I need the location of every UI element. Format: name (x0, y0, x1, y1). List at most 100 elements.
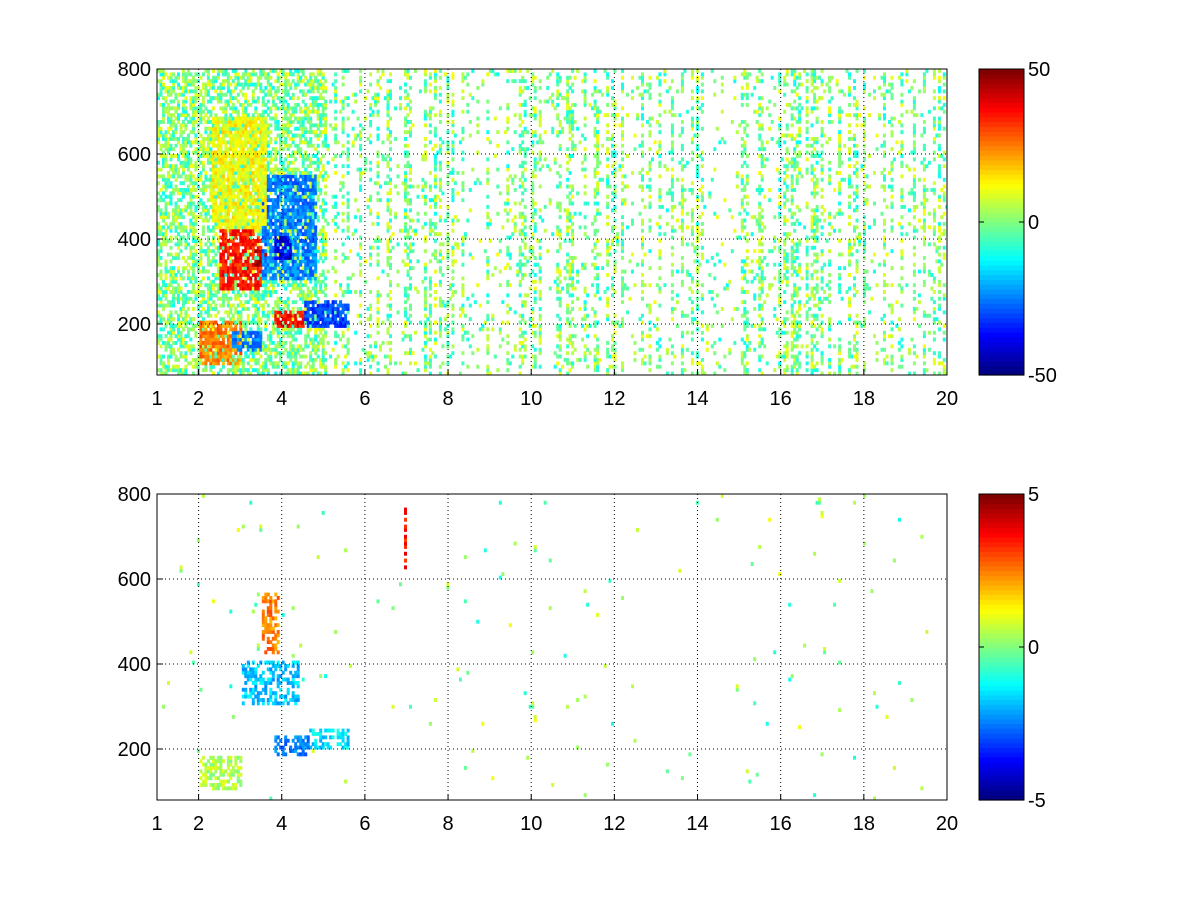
heatmap-cell (234, 140, 238, 145)
heatmap-cell (386, 109, 390, 114)
heatmap-cell (236, 252, 240, 257)
heatmap-cell (301, 177, 305, 182)
heatmap-cell (331, 317, 335, 322)
heatmap-cell (286, 269, 290, 274)
heatmap-cell (311, 86, 315, 90)
heatmap-cell (254, 296, 258, 301)
heatmap-cell (428, 232, 432, 237)
heatmap-cell (389, 296, 392, 301)
heatmap-cell (169, 137, 173, 141)
heatmap-cell (296, 249, 300, 254)
heatmap-cell (286, 171, 290, 175)
heatmap-cell (224, 228, 228, 233)
heatmap-cell (201, 290, 205, 294)
heatmap-cell (159, 337, 163, 342)
heatmap-cell (271, 249, 275, 254)
heatmap-cell (221, 228, 225, 233)
heatmap-cell (404, 293, 407, 298)
heatmap-cell (334, 358, 338, 362)
heatmap-cell (236, 222, 240, 226)
heatmap-cell (271, 208, 275, 213)
heatmap-cell (284, 245, 288, 250)
heatmap-cell (191, 324, 195, 328)
heatmap-cell (184, 225, 188, 230)
heatmap-cell (389, 354, 392, 359)
heatmap-cell (194, 106, 198, 111)
heatmap-cell (266, 358, 270, 362)
heatmap-cell (221, 358, 225, 362)
heatmap-cell (226, 286, 230, 291)
heatmap-cell (331, 218, 335, 223)
heatmap-cell (241, 330, 245, 335)
heatmap-cell (254, 286, 258, 291)
heatmap-cell (211, 354, 215, 359)
heatmap-cell (206, 79, 210, 84)
heatmap-cell (251, 252, 255, 257)
heatmap-cell (296, 143, 300, 148)
heatmap-cell (246, 123, 250, 128)
heatmap-cell (191, 79, 195, 84)
heatmap-cell (279, 147, 283, 152)
heatmap-cell (169, 147, 173, 152)
heatmap-cell (234, 347, 238, 352)
heatmap-cell (306, 235, 310, 240)
heatmap-cell (423, 368, 427, 373)
heatmap-cell (279, 143, 283, 148)
heatmap-cell (366, 205, 370, 209)
heatmap-cell (221, 249, 225, 254)
heatmap-cell (179, 174, 183, 179)
heatmap-cell (231, 154, 235, 158)
heatmap-cell (179, 354, 183, 359)
heatmap-cell (216, 245, 220, 250)
heatmap-cell (359, 273, 363, 277)
heatmap-cell (244, 140, 248, 145)
heatmap-cell (211, 194, 215, 199)
heatmap-cell (311, 96, 315, 101)
heatmap-cell (259, 120, 263, 124)
heatmap-cell (276, 181, 280, 186)
heatmap-cell (306, 89, 310, 94)
heatmap-cell (189, 252, 193, 257)
heatmap-cell (266, 286, 270, 291)
heatmap-cell (221, 232, 225, 237)
heatmap-cell (177, 256, 180, 260)
heatmap-cell (299, 296, 303, 301)
heatmap-cell (291, 167, 295, 172)
heatmap-cell (409, 208, 412, 213)
heatmap-cell (221, 286, 225, 291)
heatmap-cell (316, 334, 320, 339)
heatmap-cell (441, 273, 445, 277)
heatmap-cell (249, 286, 253, 291)
heatmap-cell (159, 300, 163, 305)
heatmap-cell (181, 69, 185, 73)
heatmap-cell (264, 133, 268, 138)
heatmap-cell (256, 191, 260, 196)
heatmap-cell (319, 174, 323, 179)
heatmap-cell (239, 368, 243, 373)
heatmap-cell (226, 205, 230, 209)
heatmap-cell (274, 317, 278, 322)
heatmap-cell (216, 273, 220, 277)
heatmap-cell (157, 239, 160, 243)
heatmap-cell (301, 126, 305, 131)
heatmap-cell (169, 347, 173, 352)
heatmap-cell (206, 198, 210, 203)
heatmap-cell (179, 371, 183, 375)
heatmap-cell (284, 252, 288, 257)
heatmap-cell (254, 82, 258, 87)
heatmap-cell (221, 184, 225, 189)
heatmap-cell (404, 164, 407, 169)
heatmap-cell (279, 310, 283, 315)
heatmap-cell (231, 269, 235, 274)
heatmap-cell (256, 252, 260, 257)
heatmap-cell (324, 201, 328, 206)
heatmap-cell (301, 215, 305, 220)
heatmap-cell (359, 82, 363, 87)
heatmap-cell (286, 283, 290, 288)
heatmap-cell (286, 252, 290, 257)
heatmap-cell (311, 160, 315, 165)
heatmap-cell (314, 96, 318, 101)
heatmap-cell (294, 150, 298, 155)
heatmap-cell (256, 313, 260, 318)
heatmap-cell (334, 92, 338, 97)
